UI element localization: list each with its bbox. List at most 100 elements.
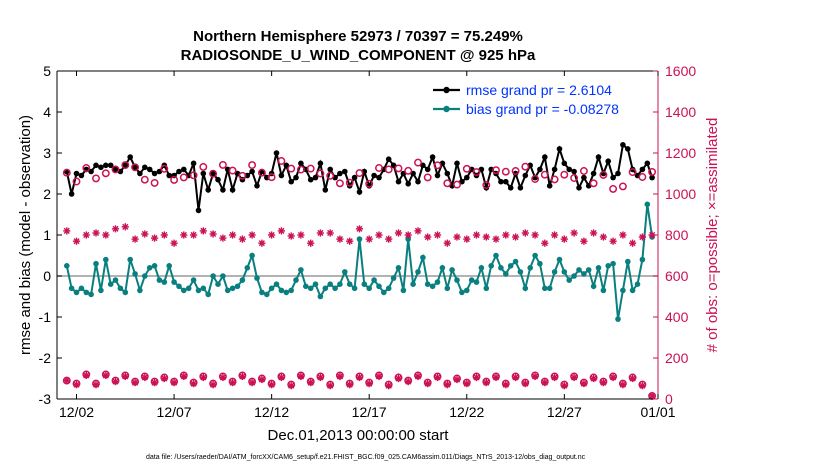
obs-assimilated-stroke	[317, 374, 324, 381]
obs-assimilated-marker	[102, 371, 110, 379]
y-tick-label-left: 3	[43, 145, 51, 161]
rmse-point	[298, 160, 304, 167]
rmse-point	[220, 187, 226, 193]
bias-point	[151, 263, 158, 269]
obs-assimilated-stroke	[483, 234, 490, 241]
obs-assimilated-stroke	[132, 379, 139, 386]
obs-assimilated-stroke	[112, 378, 119, 385]
obs-assimilated-marker	[199, 227, 207, 235]
obs-assimilated-stroke	[405, 231, 412, 239]
obs-assimilated-marker	[453, 233, 461, 241]
rmse-point	[93, 162, 99, 169]
obs-possible-marker	[101, 169, 110, 178]
bias-point	[171, 279, 177, 285]
bias-point	[644, 201, 651, 208]
rmse-point	[249, 168, 255, 175]
bias-point	[268, 285, 275, 292]
obs-possible-marker	[599, 170, 608, 179]
bias-point	[434, 279, 441, 285]
obs-assimilated-marker	[297, 231, 305, 239]
data-file-footnote: data file: /Users/raeder/DAI/ATM_forcXX/…	[146, 454, 586, 461]
obs-assimilated-marker	[560, 382, 568, 390]
obs-possible-marker	[540, 170, 549, 179]
obs-assimilated-stroke	[336, 373, 343, 380]
obs-assimilated-stroke	[73, 381, 80, 388]
obs-assimilated-stroke	[571, 229, 578, 236]
bias-point	[532, 252, 538, 259]
obs-possible-marker	[433, 161, 442, 170]
rmse-point	[517, 185, 524, 191]
obs-assimilated-marker	[258, 239, 266, 247]
obs-assimilated-marker	[590, 229, 598, 237]
y-tick-label-left: 1	[43, 227, 51, 243]
obs-possible-marker	[287, 164, 296, 173]
obs-assimilated-stroke	[239, 236, 246, 243]
obs-assimilated-marker	[355, 225, 364, 233]
obs-assimilated-stroke	[180, 231, 187, 239]
obs-possible-marker	[277, 157, 286, 165]
obs-assimilated-marker	[472, 373, 481, 382]
bias-point	[581, 271, 587, 277]
obs-assimilated-marker	[482, 233, 490, 241]
obs-assimilated-stroke	[571, 374, 578, 381]
obs-assimilated-marker	[219, 373, 227, 382]
obs-assimilated-marker	[307, 239, 315, 247]
bias-point	[546, 285, 553, 292]
obs-assimilated-stroke	[532, 231, 539, 239]
obs-possible-marker	[355, 169, 364, 178]
rmse-point	[181, 166, 187, 173]
bias-point	[107, 281, 114, 288]
y-tick-label-left: -2	[39, 350, 52, 366]
obs-assimilated-stroke	[63, 377, 70, 384]
rmse-point	[322, 187, 329, 193]
bias-point	[634, 281, 641, 288]
bias-point	[512, 258, 519, 265]
obs-possible-marker	[228, 166, 237, 175]
obs-possible-marker	[482, 181, 491, 189]
obs-assimilated-stroke	[434, 374, 441, 381]
rmse-point	[620, 142, 626, 148]
legend: rmse grand pr = 2.6104 bias grand pr = -…	[428, 78, 652, 122]
rmse-point	[595, 154, 602, 160]
rmse-point	[507, 185, 514, 191]
rmse-point	[566, 166, 572, 173]
obs-possible-marker	[257, 168, 266, 177]
obs-assimilated-stroke	[307, 240, 314, 247]
obs-assimilated-stroke	[385, 382, 392, 389]
rmse-point	[166, 172, 172, 179]
rmse-point	[151, 170, 158, 177]
obs-assimilated-marker	[531, 231, 539, 239]
obs-assimilated-stroke	[307, 379, 314, 386]
rmse-point	[464, 174, 470, 181]
series-3	[63, 223, 656, 247]
y-tick-label-right: 0	[665, 391, 673, 407]
obs-assimilated-marker	[316, 373, 324, 382]
obs-possible-marker	[121, 161, 130, 170]
obs-assimilated-stroke	[473, 231, 480, 239]
obs-assimilated-stroke	[102, 231, 109, 239]
series-4	[62, 370, 657, 400]
obs-assimilated-stroke	[590, 375, 597, 382]
obs-assimilated-stroke	[493, 374, 500, 381]
obs-assimilated-stroke	[649, 231, 656, 239]
obs-possible-marker	[92, 174, 100, 183]
bias-point	[78, 285, 85, 292]
bias-point	[259, 289, 265, 296]
obs-assimilated-marker	[170, 239, 178, 247]
bias-point	[478, 265, 485, 271]
bias-point	[322, 285, 329, 292]
obs-assimilated-marker	[199, 373, 207, 382]
obs-possible-marker	[423, 173, 432, 182]
bias-point	[400, 287, 407, 294]
bias-point	[551, 269, 558, 275]
y-tick-label-right: 200	[665, 350, 689, 366]
obs-possible-marker	[560, 170, 569, 179]
rmse-point	[503, 178, 509, 185]
chart-subtitle: RADIOSONDE_U_WIND_COMPONENT @ 925 hPa	[181, 47, 536, 64]
obs-assimilated-marker	[531, 372, 539, 381]
obs-assimilated-stroke	[580, 380, 587, 387]
bias-point	[561, 269, 568, 275]
obs-assimilated-marker	[375, 372, 383, 381]
rmse-point	[542, 154, 548, 160]
obs-assimilated-marker	[209, 381, 217, 389]
